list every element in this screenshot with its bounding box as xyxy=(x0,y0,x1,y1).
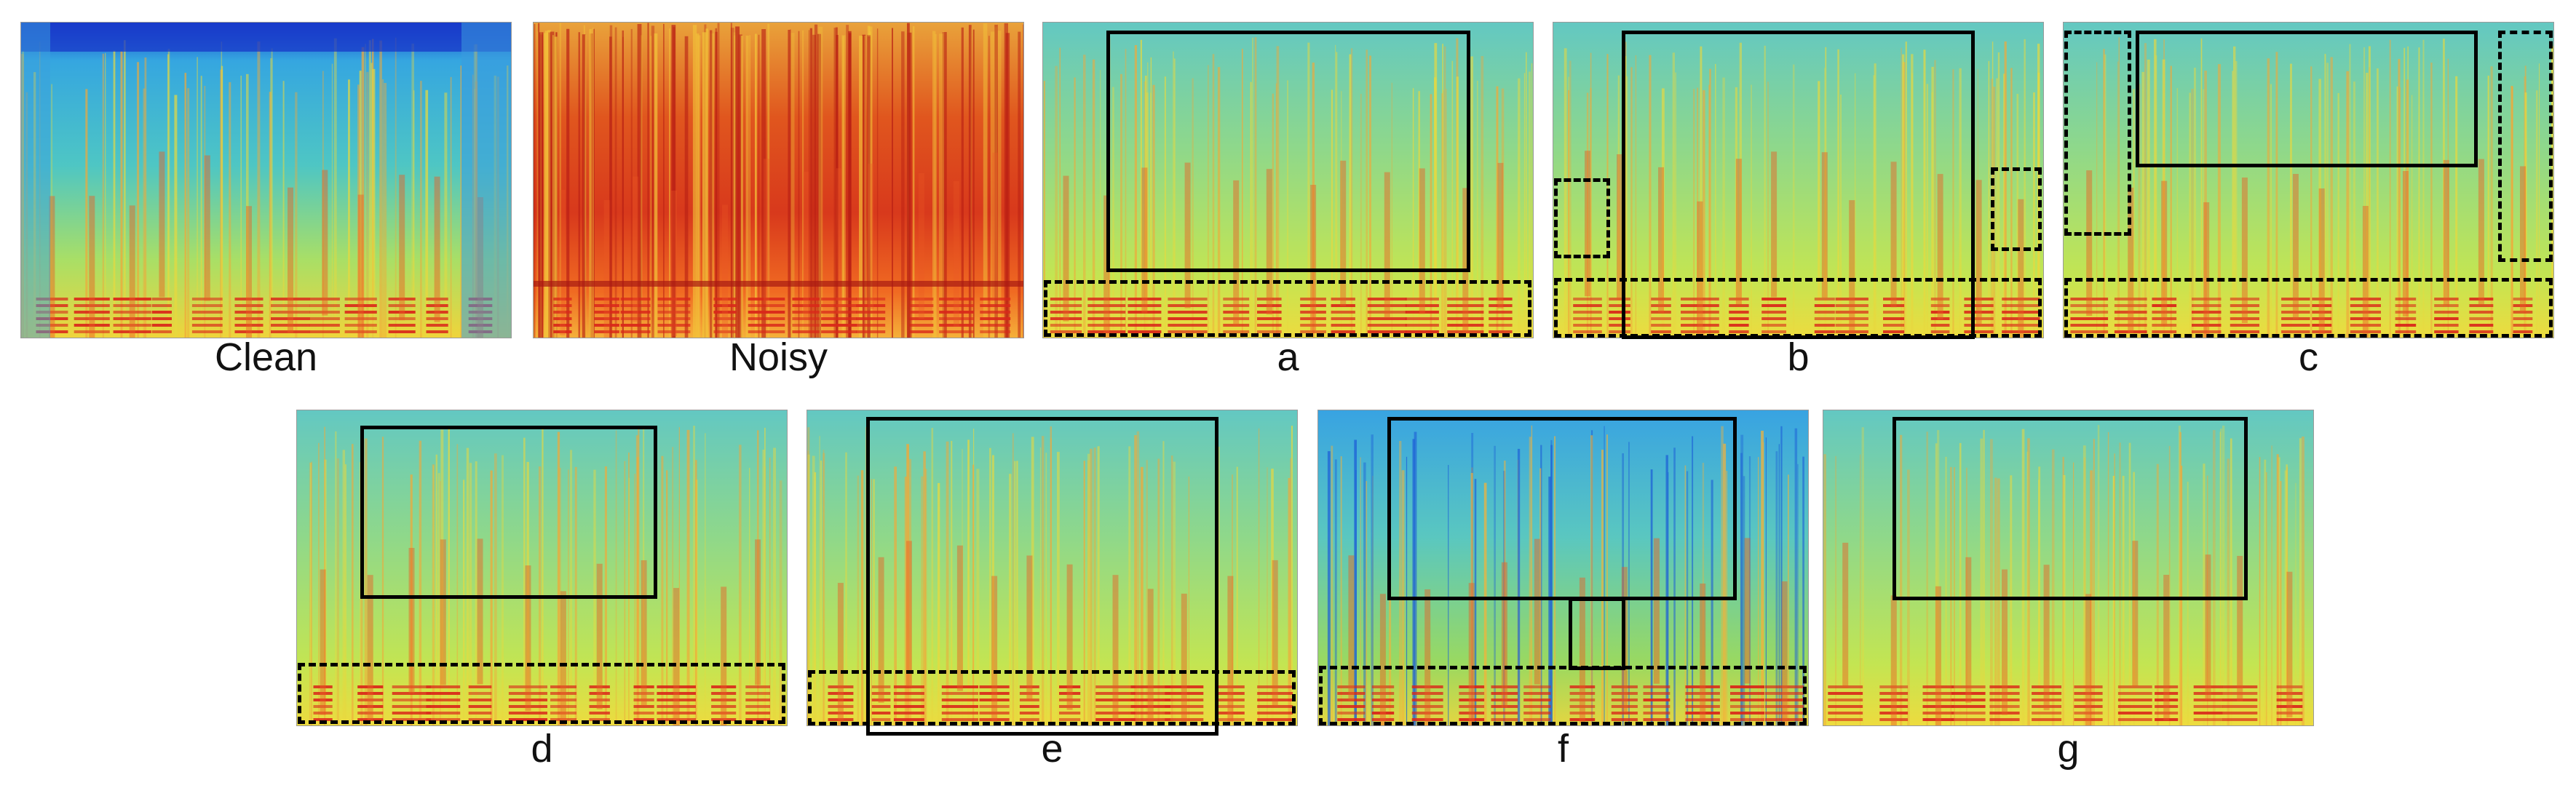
spectrogram-f xyxy=(1317,410,1809,726)
spectrogram-g xyxy=(1823,410,2314,726)
highlight-box-dashed xyxy=(298,663,785,724)
panel-label: e xyxy=(1041,727,1063,771)
highlight-box-dashed xyxy=(2498,31,2553,262)
highlight-box-solid xyxy=(1106,31,1470,272)
highlight-box-dashed xyxy=(1044,280,1531,337)
highlight-box-dashed xyxy=(1991,167,2042,251)
highlight-box-solid xyxy=(866,417,1218,736)
highlight-box-solid xyxy=(1893,417,2248,600)
spectrogram-image xyxy=(1043,23,1533,338)
spectrogram-image xyxy=(21,23,511,338)
highlight-box-solid xyxy=(1569,597,1625,670)
panel-d: d xyxy=(296,410,788,773)
spectrogram-image xyxy=(1823,410,2313,725)
panel-label: a xyxy=(1277,335,1299,379)
highlight-box-dashed xyxy=(1319,666,1807,725)
panel-label: Noisy xyxy=(729,335,828,379)
panel-label: Clean xyxy=(214,335,318,379)
highlight-box-dashed xyxy=(1554,178,1610,258)
highlight-box-dashed xyxy=(2064,278,2553,338)
panel-b: b xyxy=(1553,22,2044,382)
panel-label: g xyxy=(2057,727,2080,771)
panel-clean: Clean xyxy=(20,22,512,382)
highlight-box-dashed xyxy=(808,670,1296,725)
panel-f: f xyxy=(1317,410,1809,773)
panel-c: c xyxy=(2063,22,2554,382)
panel-e: e xyxy=(807,410,1298,773)
spectrogram-clean xyxy=(20,22,512,338)
highlight-box-dashed xyxy=(1554,278,2042,338)
panel-label: f xyxy=(1557,727,1569,771)
panel-noisy: Noisy xyxy=(533,22,1024,382)
highlight-box-solid xyxy=(2136,31,2478,167)
spectrogram-image xyxy=(1318,410,1808,725)
spectrogram-c xyxy=(2063,22,2554,338)
highlight-box-dashed xyxy=(2064,31,2131,236)
spectrogram-image xyxy=(534,23,1023,338)
highlight-box-solid xyxy=(1387,417,1737,600)
panel-a: a xyxy=(1042,22,1534,382)
panel-label: d xyxy=(531,727,553,771)
highlight-box-solid xyxy=(360,426,657,599)
panel-g: g xyxy=(1823,410,2314,773)
spectrogram-noisy xyxy=(533,22,1024,338)
spectrogram-image xyxy=(2064,23,2553,338)
spectrogram-a xyxy=(1042,22,1534,338)
panel-label: b xyxy=(1787,335,1810,379)
panel-label: c xyxy=(2299,335,2318,379)
